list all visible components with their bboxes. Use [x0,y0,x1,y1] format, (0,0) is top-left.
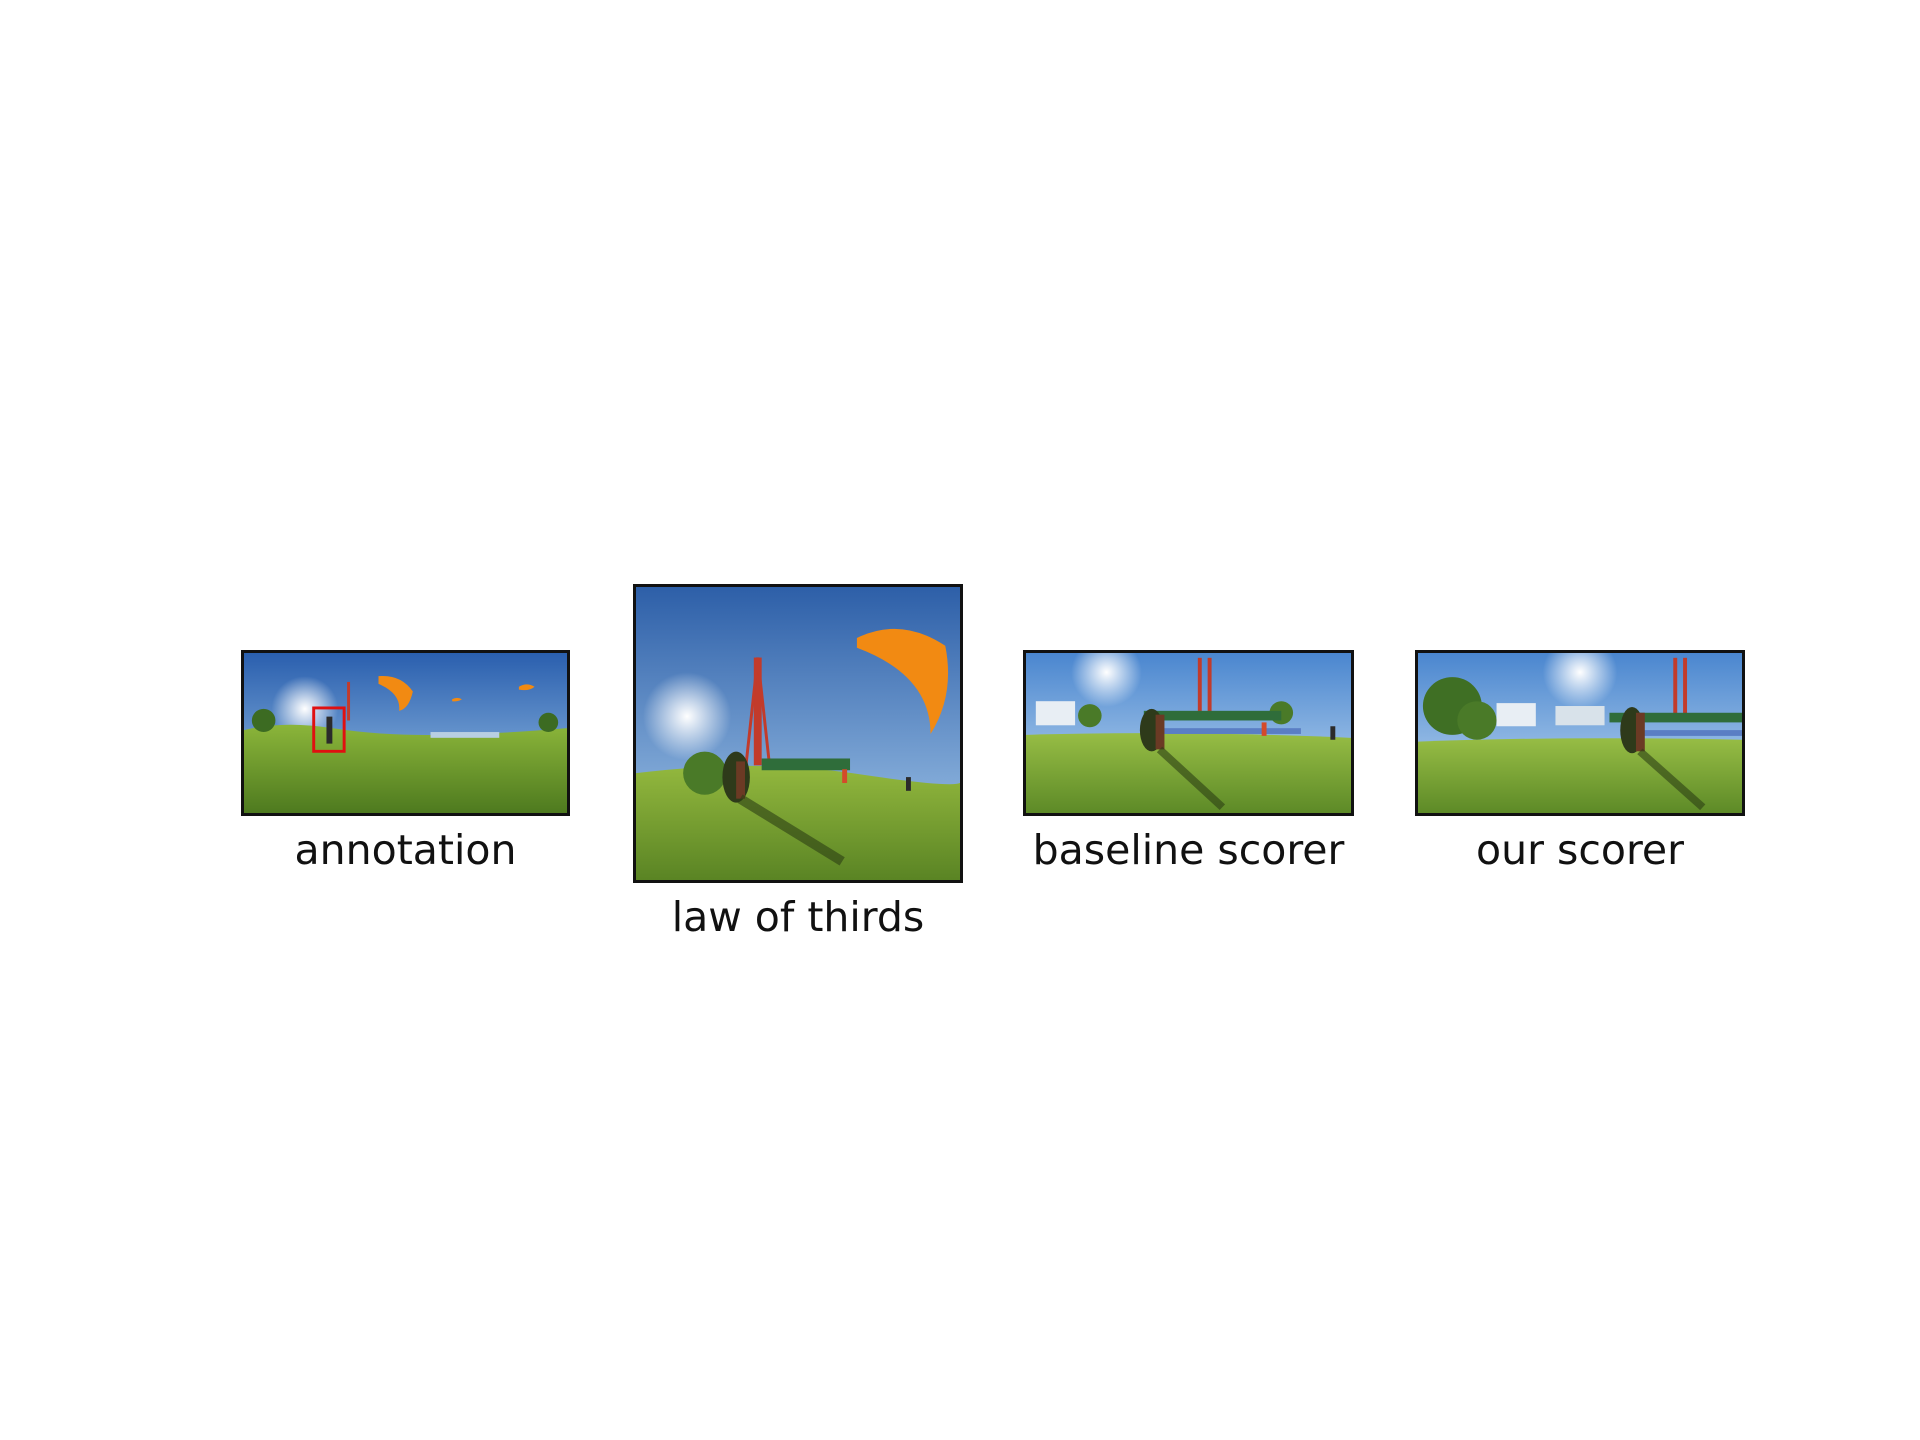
law-of-thirds-image [633,584,963,883]
paraglider-photo [1026,653,1351,813]
caption-our-scorer: our scorer [1476,826,1684,874]
annotation-box [312,706,346,753]
panorama-photo [244,653,567,813]
paraglider-photo [636,587,960,880]
paraglider-photo [1418,653,1742,813]
caption-annotation: annotation [294,826,517,874]
baseline-scorer-image [1023,650,1354,816]
annotation-image [241,650,570,816]
caption-law-of-thirds: law of thirds [671,893,925,941]
caption-baseline-scorer: baseline scorer [1032,826,1345,874]
our-scorer-image [1415,650,1745,816]
